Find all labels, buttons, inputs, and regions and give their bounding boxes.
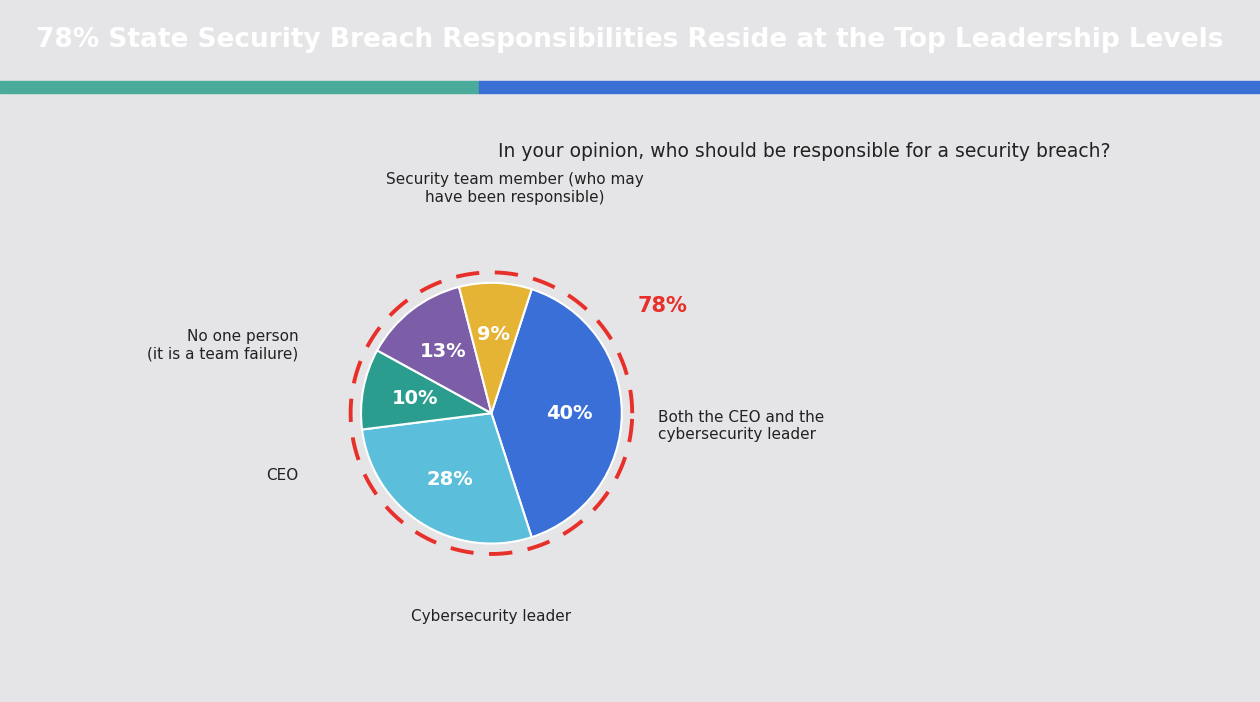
Text: Cybersecurity leader: Cybersecurity leader — [411, 609, 572, 624]
Text: 13%: 13% — [420, 342, 466, 361]
Text: CEO: CEO — [266, 468, 299, 483]
Text: Security team member (who may
have been responsible): Security team member (who may have been … — [386, 172, 644, 204]
Wedge shape — [459, 283, 532, 413]
Text: No one person
(it is a team failure): No one person (it is a team failure) — [147, 329, 299, 362]
Text: 40%: 40% — [547, 404, 593, 423]
Text: 78% State Security Breach Responsibilities Reside at the Top Leadership Levels: 78% State Security Breach Responsibiliti… — [37, 27, 1223, 53]
Wedge shape — [377, 287, 491, 413]
Wedge shape — [362, 413, 532, 543]
Wedge shape — [491, 289, 621, 537]
Wedge shape — [362, 350, 491, 430]
Bar — [479, 81, 1260, 93]
Bar — [0, 81, 479, 93]
Text: 9%: 9% — [478, 326, 510, 345]
Text: Both the CEO and the
cybersecurity leader: Both the CEO and the cybersecurity leade… — [658, 410, 824, 442]
Text: In your opinion, who should be responsible for a security breach?: In your opinion, who should be responsib… — [498, 142, 1110, 161]
Text: 28%: 28% — [426, 470, 472, 489]
Text: 78%: 78% — [638, 296, 687, 317]
Text: 10%: 10% — [392, 389, 437, 408]
